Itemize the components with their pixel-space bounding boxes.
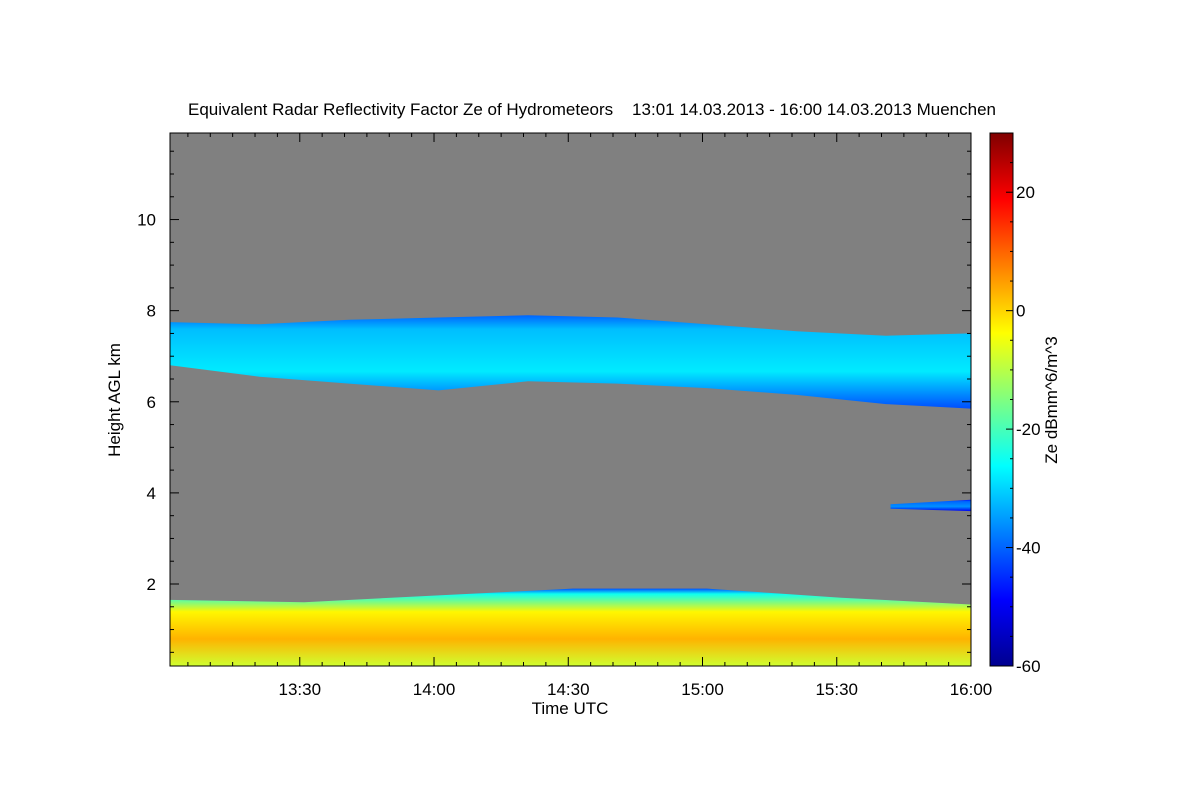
y-tick-label: 6 — [147, 393, 156, 412]
colorbar-tick-label: -20 — [1016, 420, 1041, 439]
x-tick-label: 14:30 — [547, 680, 590, 699]
colorbar-tick-label: 20 — [1016, 183, 1035, 202]
y-tick-label: 10 — [137, 211, 156, 230]
x-tick-label: 15:00 — [681, 680, 724, 699]
y-axis-label: Height AGL km — [105, 343, 124, 457]
y-tick-label: 2 — [147, 575, 156, 594]
x-tick-label: 13:30 — [278, 680, 321, 699]
axes: 13:30 14:00 14:30 15:00 15:30 16:00 2 4 6 8 10 — [137, 132, 993, 699]
x-tick-label: 15:30 — [815, 680, 858, 699]
colorbar-label: Ze dBmm^6/m^3 — [1042, 336, 1061, 463]
x-axis-label: Time UTC — [532, 699, 609, 718]
plot-background — [170, 133, 971, 666]
layer-mid-level-streak — [890, 499, 971, 512]
colorbar-tick-label: -40 — [1016, 539, 1041, 558]
y-tick-label: 8 — [147, 302, 156, 321]
layer-low-precipitation-layer — [170, 588, 971, 666]
colorbar-tick-label: -60 — [1016, 657, 1041, 676]
colorbar — [989, 132, 1014, 667]
colorbar-axis: 20 0 -20 -40 -60 — [1006, 162, 1041, 676]
x-tick-label: 16:00 — [950, 680, 993, 699]
reflectivity-layers — [170, 315, 971, 666]
plot-frame — [169, 132, 972, 667]
chart-title: Equivalent Radar Reflectivity Factor Ze … — [188, 100, 996, 119]
y-tick-label: 4 — [147, 484, 156, 503]
colorbar-tick-label: 0 — [1016, 302, 1025, 321]
x-tick-label: 14:00 — [413, 680, 456, 699]
layer-upper-cloud-layer — [170, 315, 971, 409]
